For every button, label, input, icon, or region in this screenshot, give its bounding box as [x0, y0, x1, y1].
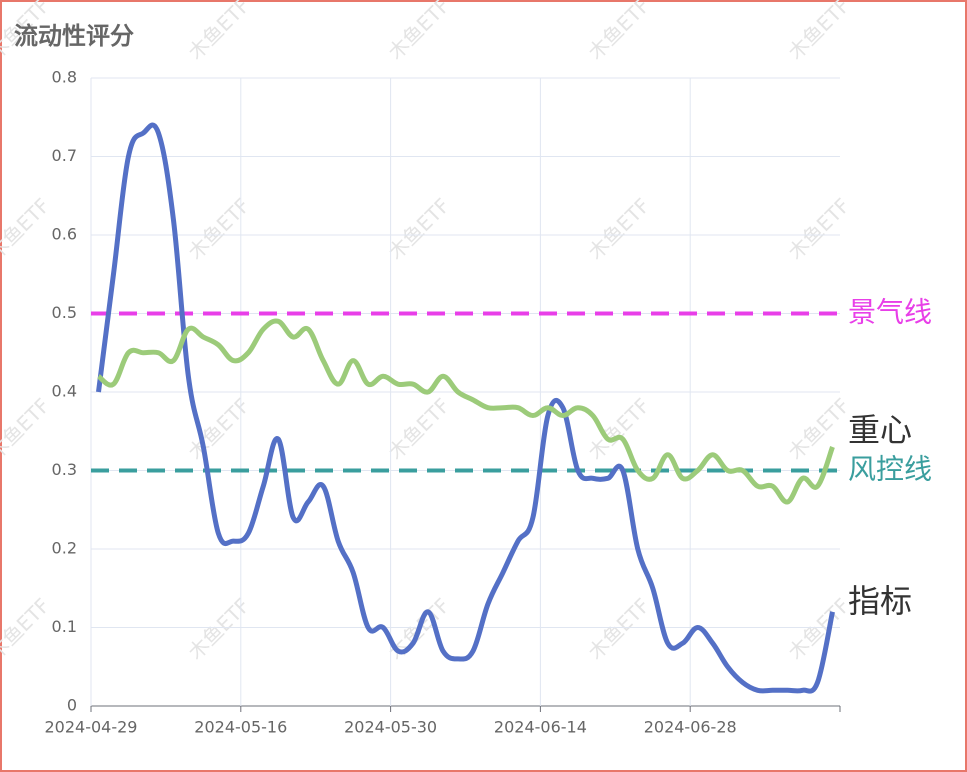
reference-label: 风控线: [848, 453, 932, 486]
y-tick-label: 0.5: [52, 303, 77, 322]
series-line: [96, 318, 835, 505]
reference-label: 景气线: [848, 296, 932, 329]
x-tick-label: 2024-05-16: [194, 718, 287, 737]
y-tick-label: 0.4: [52, 382, 77, 401]
series-label: 重心: [848, 411, 912, 449]
chart-title: 流动性评分: [14, 22, 134, 50]
x-tick-label: 2024-06-14: [494, 718, 587, 737]
y-tick-label: 0.8: [52, 68, 77, 87]
y-tick-label: 0.1: [52, 617, 77, 636]
x-tick-label: 2024-06-28: [644, 718, 737, 737]
x-tick-label: 2024-04-29: [45, 718, 138, 737]
y-tick-label: 0.7: [52, 146, 77, 165]
x-tick-label: 2024-05-30: [344, 718, 437, 737]
series-line: [96, 122, 835, 694]
y-tick-label: 0.6: [52, 225, 77, 244]
series-label: 指标: [848, 582, 912, 620]
y-tick-label: 0: [67, 696, 77, 715]
y-tick-label: 0.2: [52, 539, 77, 558]
y-tick-label: 0.3: [52, 460, 77, 479]
